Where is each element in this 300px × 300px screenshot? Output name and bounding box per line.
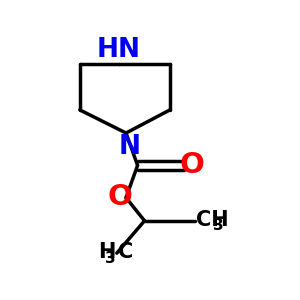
Text: 3: 3 (213, 218, 223, 233)
Text: 3: 3 (105, 251, 116, 266)
Text: HN: HN (97, 37, 141, 63)
Text: N: N (118, 134, 140, 160)
Text: CH: CH (196, 210, 229, 230)
Text: O: O (108, 182, 133, 211)
Text: C: C (118, 242, 133, 262)
Text: O: O (179, 152, 204, 179)
Text: H: H (98, 242, 116, 262)
